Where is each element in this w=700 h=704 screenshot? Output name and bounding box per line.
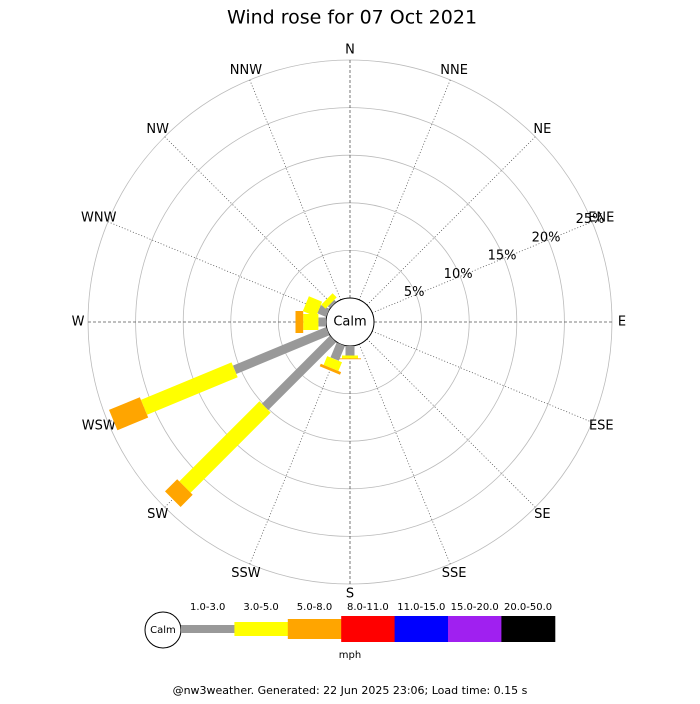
direction-label: WSW	[82, 419, 116, 434]
wind-bar	[179, 401, 271, 493]
footer: @nw3weather. Generated: 22 Jun 2025 23:0…	[173, 684, 528, 697]
wind-bar	[330, 342, 345, 361]
legend-label: 11.0-15.0	[397, 602, 445, 613]
legend-swatch	[501, 616, 556, 642]
wind-bar	[140, 362, 238, 415]
wind-bar	[346, 294, 373, 306]
spoke	[358, 79, 451, 300]
legend-label: 1.0-3.0	[190, 602, 225, 613]
direction-label: SSE	[442, 566, 467, 581]
wind-bar	[323, 356, 342, 371]
wind-bar	[319, 363, 342, 375]
wind-bar	[302, 296, 323, 317]
direction-label: SW	[147, 507, 168, 522]
legend-swatch	[181, 625, 235, 633]
direction-label: W	[72, 315, 85, 330]
direction-label: NE	[533, 122, 551, 137]
legend-swatch	[394, 616, 449, 642]
r-tick-label: 25%	[576, 212, 605, 227]
direction-label: NNE	[440, 63, 468, 78]
wind-bar	[321, 293, 337, 309]
direction-label: SSW	[231, 566, 261, 581]
wind-bar	[232, 327, 330, 374]
direction-label: E	[618, 315, 626, 330]
wind-bar	[366, 299, 378, 326]
wind-bar	[342, 355, 358, 359]
direction-label: SE	[534, 507, 550, 522]
direction-label: N	[345, 43, 355, 58]
legend-swatch	[448, 616, 502, 642]
wind-bar	[317, 305, 330, 317]
spoke	[366, 136, 536, 306]
wind-bar	[327, 299, 337, 309]
wind-bar	[165, 479, 193, 507]
wind-bar	[300, 290, 312, 317]
legend-label: 8.0-11.0	[347, 602, 389, 613]
direction-label: NNW	[230, 63, 262, 78]
wind-bar	[261, 335, 337, 411]
direction-label: WNW	[81, 210, 117, 225]
direction-label: ESE	[589, 419, 614, 434]
legend-label: 20.0-50.0	[504, 602, 552, 613]
spoke	[249, 344, 342, 565]
spoke	[372, 221, 593, 314]
spoke	[372, 330, 593, 423]
legend-calm-label: Calm	[150, 625, 176, 636]
direction-label: ENE	[588, 210, 614, 225]
legend-swatch	[234, 622, 289, 636]
legend-label: 3.0-5.0	[243, 602, 278, 613]
wind-bar	[295, 311, 304, 333]
r-tick-label: 15%	[488, 249, 517, 264]
direction-label: NW	[146, 122, 169, 137]
wind-bar	[327, 294, 354, 306]
r-tick-label: 10%	[444, 267, 473, 282]
wind-bar	[345, 346, 355, 356]
legend-label: 5.0-8.0	[297, 602, 332, 613]
legend-unit: mph	[339, 650, 361, 661]
spoke	[358, 344, 451, 565]
chart-title: Wind rose for 07 Oct 2021	[227, 7, 477, 29]
wind-bar	[339, 358, 361, 360]
legend-label: 15.0-20.0	[451, 602, 499, 613]
wind-bar	[303, 314, 319, 330]
wind-bar	[366, 318, 378, 345]
calm-label: Calm	[333, 315, 366, 330]
spoke	[107, 221, 328, 314]
spoke	[249, 79, 342, 300]
spoke	[366, 338, 536, 508]
wind-bar	[109, 397, 149, 431]
spoke	[164, 136, 334, 306]
legend-swatch	[341, 616, 396, 642]
legend-swatch	[287, 619, 342, 639]
r-tick-label: 20%	[532, 230, 561, 245]
wind-bar	[318, 317, 326, 327]
direction-label: S	[346, 587, 354, 602]
r-tick-label: 5%	[404, 285, 425, 300]
